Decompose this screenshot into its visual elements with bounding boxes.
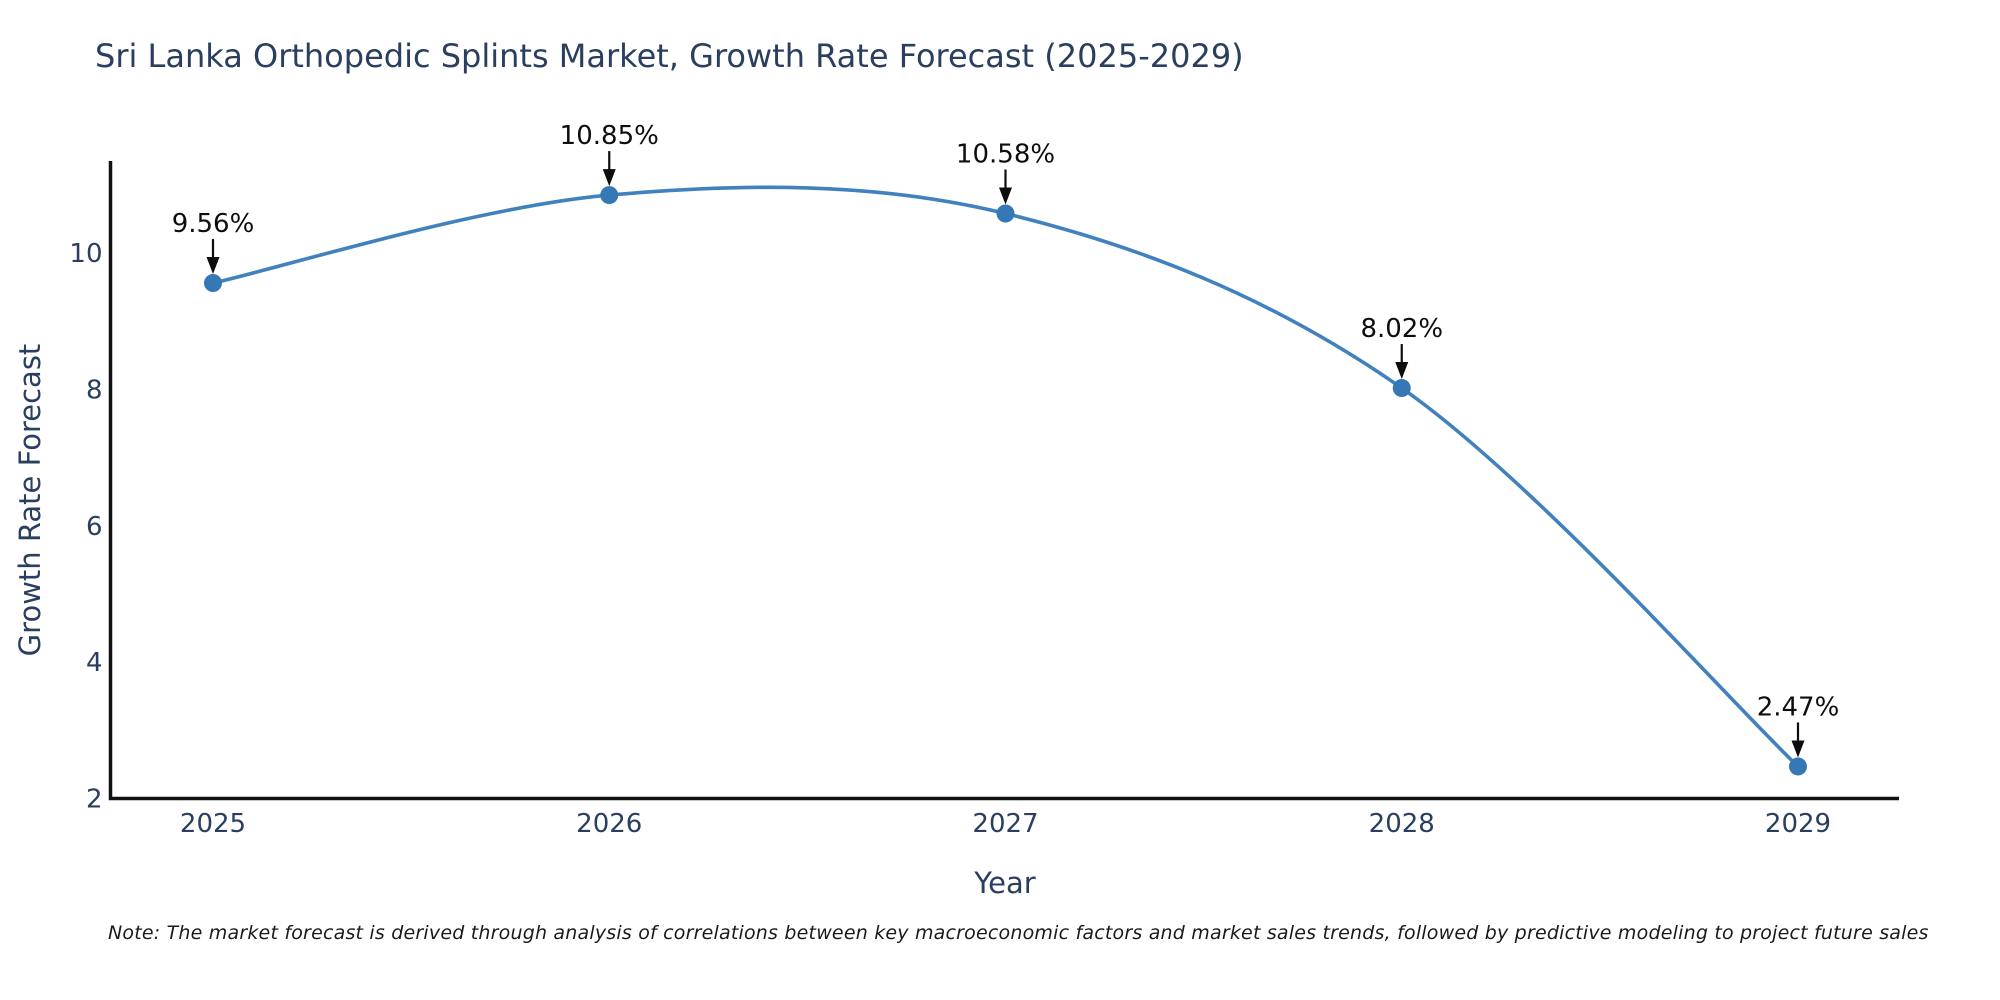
- y-tick-label: 6: [86, 512, 103, 542]
- point-label: 2.47%: [1757, 692, 1840, 722]
- point-arrow-head: [1395, 362, 1409, 380]
- data-point-marker: [204, 274, 222, 293]
- axis-spines: [108, 161, 1899, 801]
- data-point-marker: [996, 204, 1015, 223]
- x-tick-label: 2027: [972, 809, 1038, 839]
- point-label: 10.58%: [956, 140, 1055, 170]
- data-point-marker: [600, 186, 619, 205]
- data-point-marker: [1392, 379, 1411, 398]
- point-arrow-head: [206, 257, 220, 275]
- y-tick-label: 10: [69, 239, 102, 269]
- data-point-marker: [1789, 757, 1807, 776]
- x-tick-label: 2029: [1765, 809, 1831, 839]
- series-line: [211, 185, 1800, 769]
- point-label: 9.56%: [172, 209, 255, 239]
- x-tick-label: 2026: [576, 809, 642, 839]
- footnote: Note: The market forecast is derived thr…: [108, 922, 1929, 944]
- point-label: 8.02%: [1360, 314, 1443, 344]
- x-tick-label: 2025: [180, 809, 246, 839]
- point-arrow-head: [602, 169, 616, 187]
- point-arrow-head: [999, 187, 1012, 205]
- point-arrow-head: [1791, 740, 1805, 758]
- y-tick-label: 4: [86, 648, 103, 678]
- chart-title: Sri Lanka Orthopedic Splints Market, Gro…: [95, 37, 1244, 75]
- y-tick-label: 2: [86, 785, 103, 815]
- point-label: 10.85%: [560, 121, 659, 151]
- x-axis-title-text: Year: [974, 866, 1036, 900]
- x-tick-label: 2028: [1369, 809, 1435, 839]
- y-tick-label: 8: [86, 375, 103, 405]
